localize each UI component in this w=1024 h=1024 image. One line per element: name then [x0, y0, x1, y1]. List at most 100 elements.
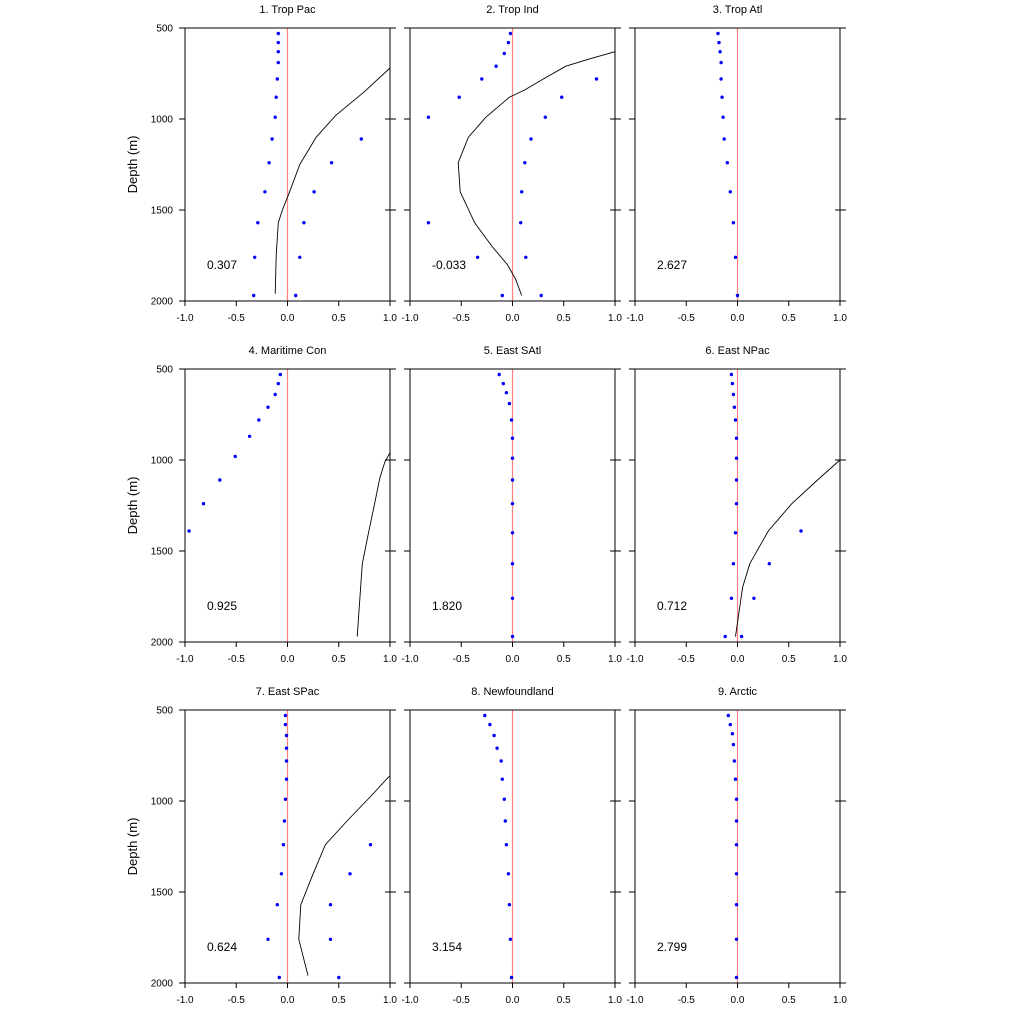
data-point [507, 401, 512, 406]
data-point [283, 713, 288, 718]
data-point [359, 137, 363, 141]
panel: 9. Arctic -1.0 -0.5 0.0 0.5 1.0 2.799 [626, 686, 847, 1006]
data-point [734, 797, 739, 801]
x-tick-label: 1.0 [833, 995, 847, 1006]
data-point [719, 77, 723, 81]
data-point [276, 60, 280, 65]
data-point [368, 843, 373, 847]
data-point [734, 903, 739, 907]
data-point [501, 381, 505, 386]
data-point [510, 562, 515, 566]
y-tick-label: 500 [156, 706, 173, 717]
data-point [731, 742, 736, 747]
data-point [480, 77, 484, 81]
profile-curve [735, 459, 841, 637]
data-point [276, 50, 280, 54]
data-point [799, 529, 803, 533]
x-tick-label: 1.0 [833, 313, 847, 324]
data-point [253, 255, 257, 259]
data-point [275, 77, 279, 81]
x-tick-label: 1.0 [608, 313, 622, 324]
x-tick-label: 0.0 [731, 313, 745, 324]
data-point [247, 434, 252, 438]
data-point [725, 161, 729, 165]
x-tick-label: -0.5 [678, 313, 696, 324]
data-point [283, 722, 288, 727]
data-point [256, 221, 260, 225]
data-point [277, 975, 281, 980]
panel-annotation: 0.624 [207, 940, 237, 954]
x-tick-label: -1.0 [626, 313, 644, 324]
data-point [276, 31, 280, 36]
y-tick-label: 1000 [151, 115, 174, 126]
data-point [273, 115, 277, 119]
y-axis-label: Depth (m) [125, 818, 140, 876]
data-point [499, 759, 503, 763]
data-point [520, 190, 524, 194]
data-point [337, 975, 341, 980]
data-point [233, 454, 237, 459]
data-point [475, 255, 480, 259]
data-point [734, 872, 739, 876]
data-point [734, 975, 739, 980]
panel-title: 5. East SAtl [484, 345, 541, 357]
y-axis-label: Depth (m) [125, 136, 140, 194]
data-point [273, 392, 277, 397]
data-point [523, 161, 527, 165]
data-point [504, 843, 509, 847]
data-point [721, 115, 725, 119]
panel: 6. East NPac -1.0 -0.5 0.0 0.5 1.0 0.712 [626, 345, 847, 665]
data-point [274, 95, 278, 99]
x-tick-label: 1.0 [608, 654, 622, 665]
data-point [506, 872, 511, 876]
data-point [187, 529, 191, 533]
x-tick-label: -1.0 [176, 313, 194, 324]
data-point [276, 40, 280, 45]
data-point [201, 502, 206, 506]
data-point [560, 95, 564, 99]
data-point [717, 40, 721, 45]
data-point [497, 372, 501, 377]
data-point [503, 819, 507, 823]
data-point [328, 903, 333, 907]
data-point [734, 819, 739, 823]
x-tick-label: 0.5 [557, 995, 571, 1006]
data-point [734, 478, 739, 482]
data-point [267, 161, 271, 165]
x-tick-label: 1.0 [383, 995, 397, 1006]
data-point [510, 596, 515, 600]
data-point [508, 31, 513, 36]
data-point [720, 95, 724, 99]
data-point [495, 746, 499, 750]
data-point [270, 137, 274, 141]
panel: 4. Maritime Con 500 1000 1500 2000-1.0 -0.5 0.… [125, 345, 397, 665]
x-tick-label: 0.5 [557, 654, 571, 665]
data-point [767, 562, 771, 566]
x-tick-label: 0.5 [332, 313, 346, 324]
x-tick-label: -0.5 [228, 654, 246, 665]
data-point [252, 293, 256, 298]
data-point [483, 713, 487, 718]
data-point [734, 456, 739, 460]
data-point [492, 733, 496, 738]
data-point [507, 903, 512, 907]
panel-annotation: 0.307 [207, 258, 237, 272]
data-point [728, 190, 732, 194]
panel-annotation: 2.799 [657, 940, 687, 954]
data-point [263, 190, 267, 194]
x-tick-label: -0.5 [678, 654, 696, 665]
y-tick-label: 500 [156, 24, 173, 35]
data-point [731, 221, 736, 225]
panel-title: 7. East SPac [256, 686, 320, 698]
data-point [500, 293, 504, 298]
data-point [731, 562, 736, 566]
y-tick-label: 1500 [151, 888, 174, 899]
panel-annotation: 3.154 [432, 940, 462, 954]
panel-title: 3. Trop Atl [713, 4, 763, 16]
panel-annotation: 2.627 [657, 258, 687, 272]
x-tick-label: -0.5 [228, 313, 246, 324]
data-point [716, 31, 720, 36]
panel-title: 6. East NPac [705, 345, 770, 357]
y-tick-label: 500 [156, 365, 173, 376]
